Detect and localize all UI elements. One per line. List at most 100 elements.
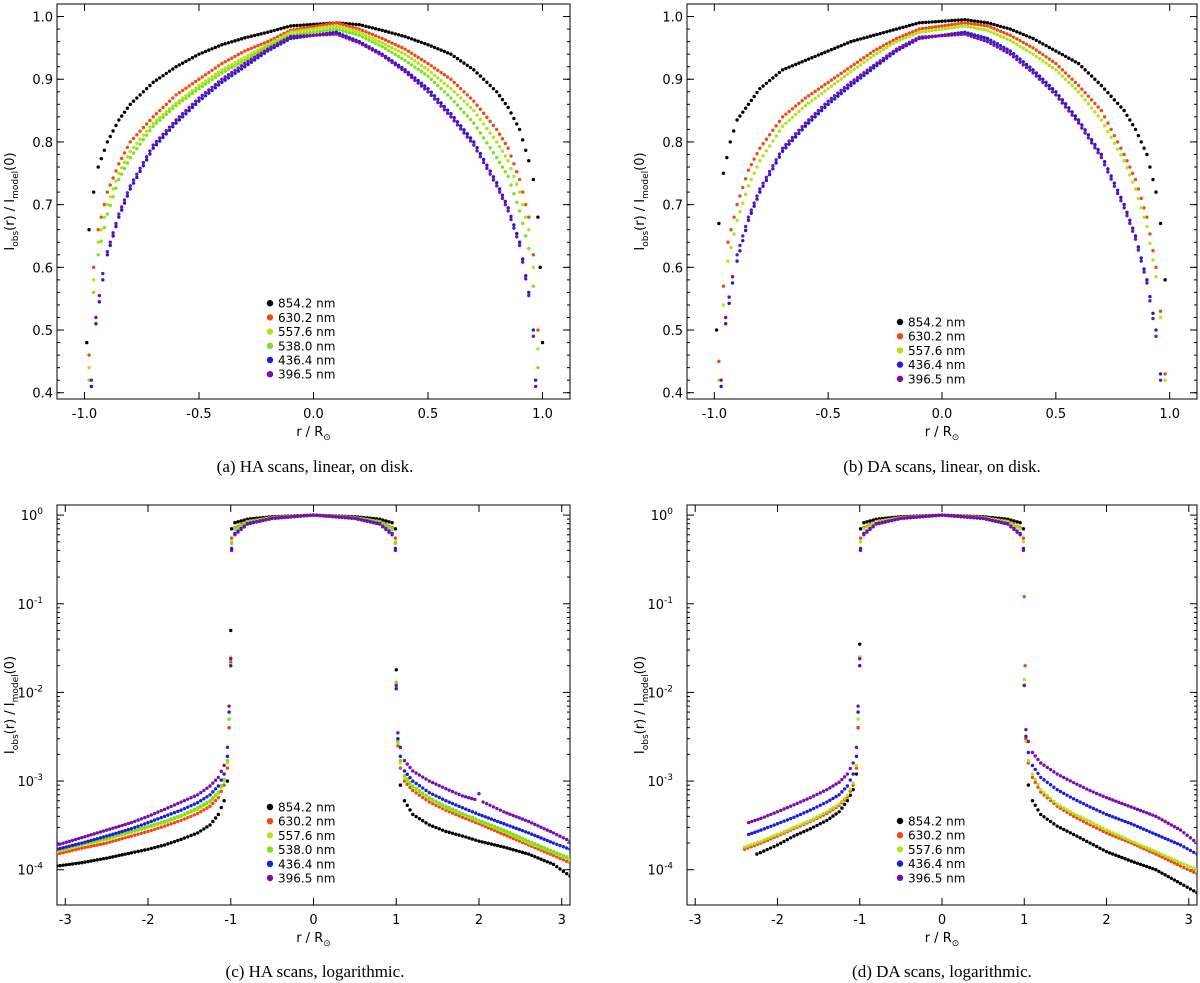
data-point: [759, 839, 763, 843]
data-point: [148, 118, 152, 123]
data-point: [1031, 52, 1035, 56]
data-point: [1158, 221, 1163, 226]
data-point: [855, 38, 860, 42]
data-point: [862, 521, 866, 525]
data-point: [292, 30, 296, 34]
data-point: [854, 745, 859, 750]
data-point: [177, 90, 182, 95]
data-point: [337, 22, 342, 26]
data-point: [98, 857, 103, 861]
data-point: [301, 31, 306, 36]
data-point: [478, 107, 483, 111]
data-point: [755, 151, 759, 156]
data-point: [548, 852, 553, 856]
data-point: [526, 839, 531, 843]
data-point: [1107, 797, 1112, 801]
data-point: [1163, 378, 1167, 382]
data-point: [862, 533, 866, 537]
data-point: [172, 803, 177, 807]
data-point: [432, 73, 437, 77]
data-point: [1104, 831, 1109, 835]
data-point: [953, 33, 957, 37]
data-point: [881, 47, 886, 52]
data-point: [1078, 818, 1082, 822]
data-point: [1012, 519, 1016, 523]
data-point: [406, 49, 411, 53]
data-point: [1135, 861, 1140, 865]
data-point: [86, 859, 90, 864]
data-point: [871, 33, 876, 38]
data-point: [1151, 866, 1155, 871]
data-point: [187, 94, 191, 98]
data-point: [156, 810, 160, 814]
data-point: [937, 27, 941, 32]
data-point: [225, 766, 230, 770]
data-point: [1115, 191, 1120, 196]
data-point: [1011, 35, 1016, 39]
legend-label: 436.4 nm: [278, 857, 335, 871]
data-point: [735, 118, 739, 122]
data-point: [179, 818, 183, 823]
data-point: [122, 110, 127, 114]
data-point: [387, 530, 391, 534]
data-point: [470, 815, 475, 820]
data-point: [949, 514, 954, 518]
data-point: [1050, 59, 1055, 64]
data-point: [976, 36, 980, 41]
data-point: [402, 758, 407, 763]
data-point: [797, 128, 801, 132]
data-point: [1107, 832, 1112, 836]
data-point: [506, 174, 510, 179]
data-point: [223, 60, 227, 64]
data-point: [1188, 848, 1193, 853]
data-point: [347, 37, 352, 41]
data-point: [213, 793, 218, 797]
data-point: [1129, 859, 1133, 863]
data-point: [539, 857, 543, 861]
data-point: [511, 825, 515, 829]
data-point: [764, 178, 769, 183]
data-point: [1158, 378, 1163, 382]
data-point: [743, 228, 748, 233]
data-point: [220, 71, 224, 75]
data-point: [167, 99, 172, 103]
data-point: [394, 668, 398, 672]
data-point: [473, 817, 478, 821]
data-point: [1163, 819, 1167, 824]
data-point: [828, 816, 832, 820]
data-point: [520, 138, 525, 142]
data-point: [761, 154, 765, 158]
data-point: [512, 162, 516, 166]
panel-a: -1.0 -0.5 0.0 0.5 1.00.40.50.60.70.80.91.0r …: [3, 3, 571, 476]
data-point: [128, 187, 132, 191]
data-point: [1070, 58, 1074, 62]
data-point: [450, 801, 455, 806]
data-point: [128, 140, 132, 144]
data-point: [370, 48, 375, 52]
data-point: [495, 843, 500, 848]
data-point: [509, 183, 513, 187]
data-point: [70, 843, 75, 848]
data-point: [1102, 124, 1107, 128]
data-point: [901, 37, 905, 41]
data-point: [499, 844, 503, 849]
data-point: [761, 181, 765, 185]
data-point: [959, 21, 964, 25]
data-point: [298, 34, 303, 38]
data-point: [1130, 226, 1135, 230]
data-point: [561, 858, 566, 862]
data-point: [530, 840, 534, 845]
data-point: [370, 32, 375, 37]
data-point: [200, 81, 204, 85]
data-point: [908, 516, 913, 520]
data-point: [505, 811, 509, 815]
data-point: [239, 524, 243, 528]
data-point: [1144, 845, 1149, 850]
data-point: [146, 829, 150, 834]
data-point: [503, 154, 508, 158]
data-point: [146, 824, 150, 828]
data-point: [423, 41, 427, 46]
data-point: [762, 815, 767, 819]
data-point: [114, 838, 118, 843]
data-point: [1080, 126, 1084, 130]
